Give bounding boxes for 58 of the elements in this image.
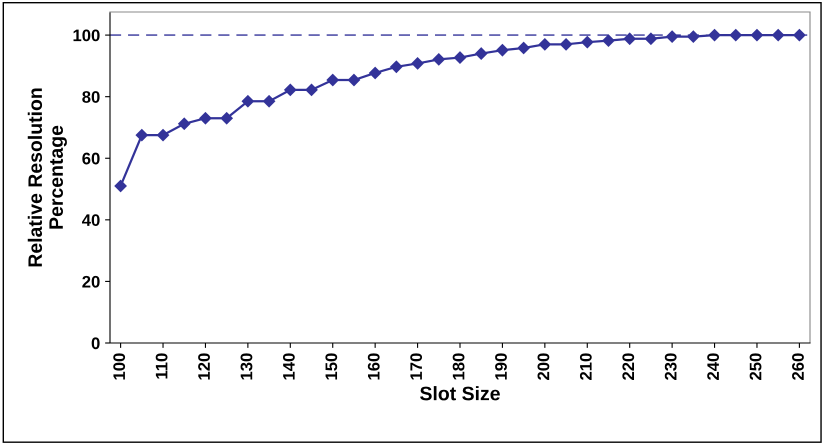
- point: [348, 74, 360, 86]
- point: [262, 95, 276, 108]
- point: [284, 84, 296, 96]
- point: [454, 51, 466, 64]
- point: [432, 53, 445, 66]
- point: [666, 30, 678, 43]
- x-tick-label: 120: [198, 353, 210, 380]
- point: [624, 32, 636, 45]
- x-tick-label: 110: [156, 353, 168, 379]
- x-tick-label: 210: [580, 353, 592, 380]
- x-tick-label: 170: [410, 353, 422, 380]
- x-tick-label: 130: [240, 353, 252, 380]
- point: [750, 28, 764, 42]
- x-tick-label: 140: [282, 353, 295, 380]
- point: [242, 95, 254, 108]
- point: [411, 57, 424, 70]
- x-axis-title: Slot Size: [420, 386, 500, 400]
- point: [602, 34, 615, 47]
- point: [772, 28, 784, 42]
- x-tick-label: 220: [622, 353, 634, 380]
- x-tick-label: 190: [495, 353, 507, 380]
- x-tick-label: 230: [664, 353, 677, 380]
- point: [326, 74, 339, 86]
- y-axis-title: Relative Resolution Percentage: [28, 88, 67, 266]
- x-tick-label: 160: [368, 353, 380, 380]
- point: [518, 42, 530, 54]
- point: [156, 129, 170, 142]
- point: [178, 118, 190, 130]
- x-tick-label: 150: [325, 353, 338, 380]
- x-tick-label: 260: [792, 353, 804, 380]
- point: [496, 44, 509, 56]
- point: [199, 112, 212, 124]
- point: [220, 112, 233, 124]
- point: [114, 180, 127, 192]
- y-tick-label: 60: [82, 152, 100, 164]
- point: [560, 38, 572, 50]
- point: [369, 66, 382, 80]
- point: [538, 38, 551, 50]
- point: [136, 129, 148, 142]
- x-tick-label: 250: [750, 353, 762, 380]
- y-tick-label: 40: [82, 214, 100, 226]
- point: [687, 30, 700, 43]
- y-tick-label: 0: [92, 337, 100, 350]
- point: [475, 47, 488, 60]
- point: [390, 60, 402, 73]
- y-tick-label: 80: [82, 91, 100, 103]
- x-tick-label: 180: [452, 353, 464, 380]
- point: [581, 36, 594, 48]
- x-tick-label: 240: [707, 353, 720, 380]
- point: [708, 28, 721, 42]
- x-tick-label: 100: [113, 353, 126, 380]
- point: [793, 28, 806, 42]
- point: [644, 32, 658, 45]
- y-tick-label: 100: [74, 29, 100, 42]
- x-tick-label: 200: [538, 353, 550, 380]
- y-tick-label: 20: [82, 276, 100, 288]
- point: [730, 28, 742, 42]
- point: [305, 84, 318, 96]
